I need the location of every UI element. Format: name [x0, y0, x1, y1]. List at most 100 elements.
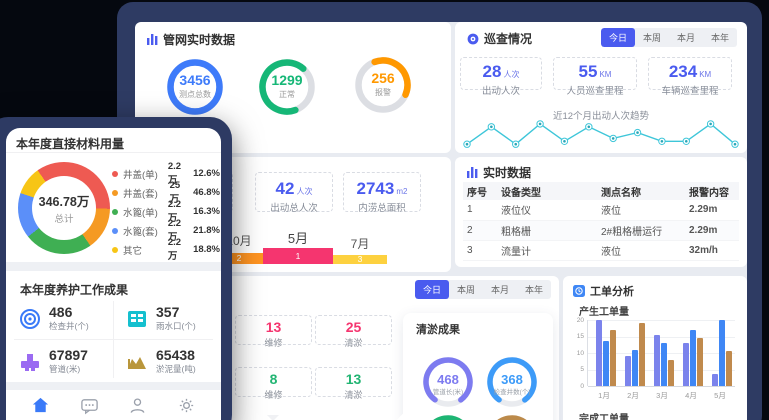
bar-group: [683, 329, 703, 386]
bar-group: [625, 323, 645, 386]
achievements-grid: 486 检查井(个) 357 雨水口(个) 67897 管道(米) 65438 …: [6, 297, 221, 382]
kpi-ring-text: 1299 正常: [258, 72, 316, 100]
legend-row: 井盖(单) 2.2万 12.6%: [112, 161, 220, 186]
tab-today[interactable]: 今日: [600, 28, 635, 47]
workorder-panel: 工单分析 产生工单量 0 5 10 15 20 1月 2月 3月 4月 5月 完成工单量: [563, 276, 747, 420]
table-row[interactable]: 1 液位仪 液位 2.29m: [463, 200, 739, 221]
podium-month-label: 7月: [350, 237, 370, 251]
table-cell: 液位仪: [497, 200, 597, 221]
home-icon[interactable]: [31, 396, 50, 415]
legend-row: 井盖(套) 25万 46.8%: [112, 180, 220, 205]
tab-week[interactable]: 本周: [642, 33, 661, 43]
alarm-table: 序号 设备类型 测点名称 报警内容 1 液位仪 液位 2.29m 2 粗格栅 2#粗格栅运行 2.29…: [463, 182, 739, 261]
table-row[interactable]: 2 粗格栅 2#粗格栅运行 2.29m: [463, 220, 739, 241]
settings-icon[interactable]: [177, 396, 196, 415]
phone-nav-bar: [6, 390, 221, 420]
x-tick-label: 2月: [627, 391, 639, 400]
gauge-label: 管道长(米): [432, 389, 464, 396]
header-divider: [6, 152, 221, 153]
gauge-ring: 368 检查井数(个): [485, 355, 539, 409]
kpi-value: 256: [371, 70, 395, 86]
stat-unit: KM: [699, 70, 712, 79]
stat-value: 28: [482, 62, 502, 81]
stat-unit: 人次: [296, 187, 313, 196]
stat-unit: KM: [599, 70, 612, 79]
stat-value: 55: [578, 62, 598, 81]
table-cell: 粗格栅: [497, 220, 597, 241]
tab-year[interactable]: 本年: [710, 33, 729, 43]
phone-screen: 本年度直接材料用量 346.78万 总计 井盖(单) 2.2万 12.6% 井盖…: [6, 128, 221, 420]
table-cell: 2.29m: [685, 220, 739, 241]
chart-plot-area: [587, 320, 735, 387]
kpi-value: 1299: [271, 72, 303, 88]
callout-tail: [397, 413, 410, 420]
kpi-ring: 1299 正常: [258, 58, 316, 116]
legend-percent: 12.6%: [193, 168, 220, 179]
inspection-tabs: 今日 本周 本月 本年: [600, 28, 737, 47]
kpi-ring: 256 报警: [354, 56, 412, 114]
tab-month[interactable]: 本月: [676, 33, 695, 43]
legend-name: 井盖(套): [123, 188, 158, 200]
column-header: 设备类型: [497, 182, 597, 200]
bar-group: [596, 320, 616, 386]
podium-month-label: 5月: [287, 231, 309, 246]
stat-label: 内涝总面积: [358, 203, 406, 214]
gauge-value: 468: [437, 372, 459, 387]
podium-bar: 3: [333, 255, 387, 264]
pipe-panel-title: 管网实时数据: [163, 33, 236, 47]
gauge-ring: 468 管道长(米): [421, 355, 475, 409]
bar: [639, 323, 645, 386]
table-header-row: 序号 设备类型 测点名称 报警内容: [463, 182, 739, 200]
achievement-item: 65438 淤泥量(吨): [113, 340, 220, 383]
y-tick-label: 15: [576, 333, 584, 340]
stat-label: 车辆巡查里程: [661, 86, 719, 97]
messages-icon[interactable]: [80, 396, 99, 415]
stat-label: 维修: [264, 390, 283, 400]
x-tick-label: 1月: [598, 391, 610, 400]
bar: [661, 343, 667, 386]
inspection-panel: 巡查情况 今日 本周 本月 本年 28 人次 出动人次 55 KM 人员巡查里程 234 KM 车辆巡…: [455, 22, 747, 153]
tab-month[interactable]: 本月: [490, 285, 509, 295]
dredge-results-callout: 清淤成果 468 管道长(米) 368 检查井数(个): [397, 313, 553, 420]
flood-stat-box: 2743 m2 内涝总面积: [343, 172, 421, 214]
kpi-label: 测点总数: [179, 90, 211, 99]
table-row[interactable]: 3 流量计 液位 32m/h: [463, 240, 739, 261]
stat-value: 13: [345, 371, 362, 387]
kpi-ring-text: 3456 测点总数: [166, 72, 224, 100]
bar: [610, 329, 616, 386]
bar-chart-icon: [467, 167, 478, 178]
podium-month-label: 10月: [226, 234, 252, 248]
manhole-icon: [20, 308, 40, 329]
user-icon[interactable]: [128, 396, 147, 415]
stat-label: 出动人次: [481, 86, 520, 97]
achievement-item: 67897 管道(米): [6, 340, 113, 383]
bar: [632, 349, 638, 386]
legend-name: 水篦(单): [123, 207, 158, 219]
kpi-ring: 3456 测点总数: [166, 58, 224, 116]
donut-hole: 346.78万 总计: [32, 176, 96, 240]
maintenance-stat-box: 13 清淤: [315, 367, 392, 400]
y-tick-label: 0: [580, 382, 584, 390]
table-cell: 32m/h: [685, 240, 739, 261]
y-tick-label: 20: [576, 316, 584, 324]
gauge-value: 368: [501, 372, 523, 387]
bar: [712, 374, 718, 386]
tab-today[interactable]: 今日: [414, 280, 449, 299]
bar-group: [712, 320, 732, 386]
legend-row: 水篦(单) 2.2万 16.3%: [112, 199, 220, 224]
legend-row: 其它 2.2万 18.8%: [112, 237, 220, 262]
legend-percent: 21.8%: [193, 225, 220, 236]
achievement-label: 检查井(个): [49, 321, 89, 331]
stat-unit: m2: [396, 187, 408, 196]
x-tick-label: 5月: [714, 391, 726, 400]
bar: [668, 359, 674, 386]
tab-week[interactable]: 本周: [456, 285, 475, 295]
gridline: [588, 320, 735, 321]
bar: [726, 351, 732, 386]
tab-year[interactable]: 本年: [524, 285, 543, 295]
gauge-ring: [485, 413, 539, 420]
kpi-value: 3456: [179, 72, 211, 88]
table-cell: 2: [463, 220, 497, 241]
stat-unit: 人次: [503, 70, 520, 79]
stat-label: 人员巡查里程: [566, 86, 624, 97]
